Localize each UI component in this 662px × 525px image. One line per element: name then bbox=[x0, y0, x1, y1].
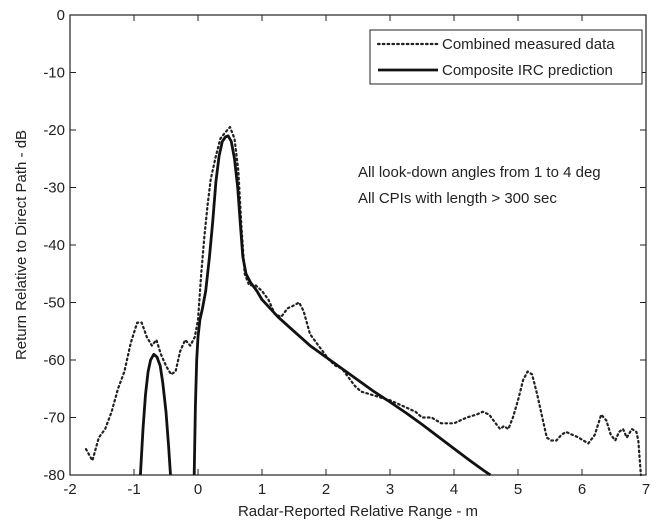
x-tick-label: 5 bbox=[514, 481, 522, 498]
x-tick-label: 2 bbox=[322, 481, 330, 498]
series-measured-line bbox=[84, 125, 643, 477]
x-tick-label: 7 bbox=[642, 481, 650, 498]
y-tick-label: -10 bbox=[43, 65, 65, 82]
x-tick-label: 3 bbox=[386, 481, 394, 498]
legend-label-prediction: Composite IRC prediction bbox=[442, 62, 613, 79]
y-axis-label: Return Relative to Direct Path - dB bbox=[13, 130, 30, 360]
y-tick-label: -30 bbox=[43, 180, 65, 197]
plot-area bbox=[70, 15, 646, 475]
x-tick-label: 6 bbox=[578, 481, 586, 498]
y-tick-label: -80 bbox=[43, 467, 65, 484]
x-tick-label: 1 bbox=[258, 481, 266, 498]
y-tick-label: -60 bbox=[43, 352, 65, 369]
ticks-layer: -2 -1 0 1 2 3 4 5 6 70-10-20-30-40-50-60-70-80 bbox=[43, 7, 650, 498]
y-tick-label: -20 bbox=[43, 122, 65, 139]
x-tick-label: -1 bbox=[127, 481, 140, 498]
legend-label-measured: Combined measured data bbox=[442, 36, 615, 53]
y-tick-label: -50 bbox=[43, 295, 65, 312]
annotation-line-1: All look-down angles from 1 to 4 deg bbox=[358, 164, 601, 181]
series-layer bbox=[84, 125, 643, 477]
series-prediction-line-1 bbox=[139, 352, 172, 476]
x-tick-label: -2 bbox=[63, 481, 76, 498]
legend-box bbox=[369, 29, 643, 85]
y-tick-label: 0 bbox=[57, 7, 65, 24]
series-prediction-line-2 bbox=[192, 134, 492, 477]
annotation-line-2: All CPIs with length > 300 sec bbox=[358, 190, 557, 207]
y-tick-label: -70 bbox=[43, 410, 65, 427]
x-tick-label: 4 bbox=[450, 481, 458, 498]
x-tick-label: 0 bbox=[194, 481, 202, 498]
legend: Combined measured data Composite IRC pre… bbox=[369, 29, 643, 85]
x-axis-label: Radar-Reported Relative Range - m bbox=[238, 503, 478, 520]
y-tick-label: -40 bbox=[43, 237, 65, 254]
